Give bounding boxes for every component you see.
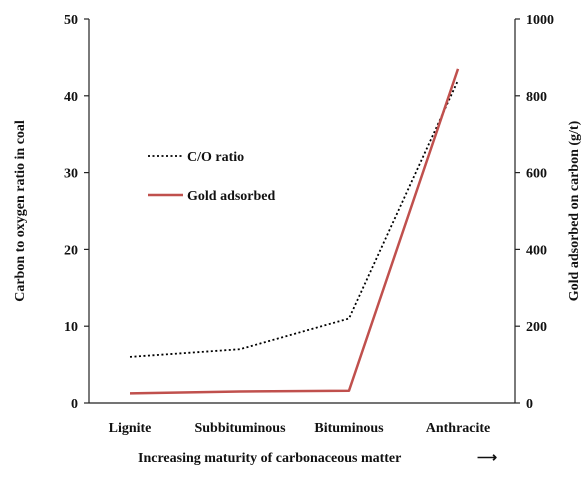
x-category-label: Anthracite (426, 421, 491, 436)
right-tick-label: 600 (526, 167, 547, 182)
right-tick-label: 0 (526, 397, 533, 412)
left-y-axis-title: Carbon to oxygen ratio in coal (13, 120, 28, 302)
right-tick-label: 200 (526, 320, 547, 335)
right-tick-label: 1000 (526, 13, 554, 28)
legend-label-co-ratio: C/O ratio (187, 150, 244, 165)
right-y-axis-title: Gold adsorbed on carbon (g/t) (567, 120, 582, 301)
left-tick-label: 10 (64, 320, 78, 335)
x-category-label: Lignite (109, 421, 152, 436)
legend-label-gold-adsorbed: Gold adsorbed (187, 189, 276, 204)
series-line-c-o-ratio (129, 80, 459, 358)
left-tick-label: 0 (71, 397, 78, 412)
left-tick-label: 30 (64, 167, 78, 182)
x-axis-ticks: Lignite Subbituminous Bituminous Anthracite (109, 421, 491, 436)
series-layer (129, 68, 460, 395)
x-category-label: Bituminous (314, 421, 384, 436)
left-tick-label: 40 (64, 90, 78, 105)
right-y-ticks: 0 200 400 600 800 1000 (515, 13, 554, 412)
left-y-ticks: 0 10 20 30 40 50 (64, 13, 89, 412)
x-category-label: Subbituminous (194, 421, 286, 436)
right-tick-label: 800 (526, 90, 547, 105)
x-axis-arrow-icon: ⟶ (477, 451, 497, 466)
left-tick-label: 50 (64, 13, 78, 28)
legend: C/O ratio Gold adsorbed (148, 150, 276, 204)
left-tick-label: 20 (64, 243, 78, 258)
right-tick-label: 400 (526, 243, 547, 258)
x-axis-title: Increasing maturity of carbonaceous matt… (138, 451, 401, 466)
series-line-gold-adsorbed (129, 68, 460, 395)
